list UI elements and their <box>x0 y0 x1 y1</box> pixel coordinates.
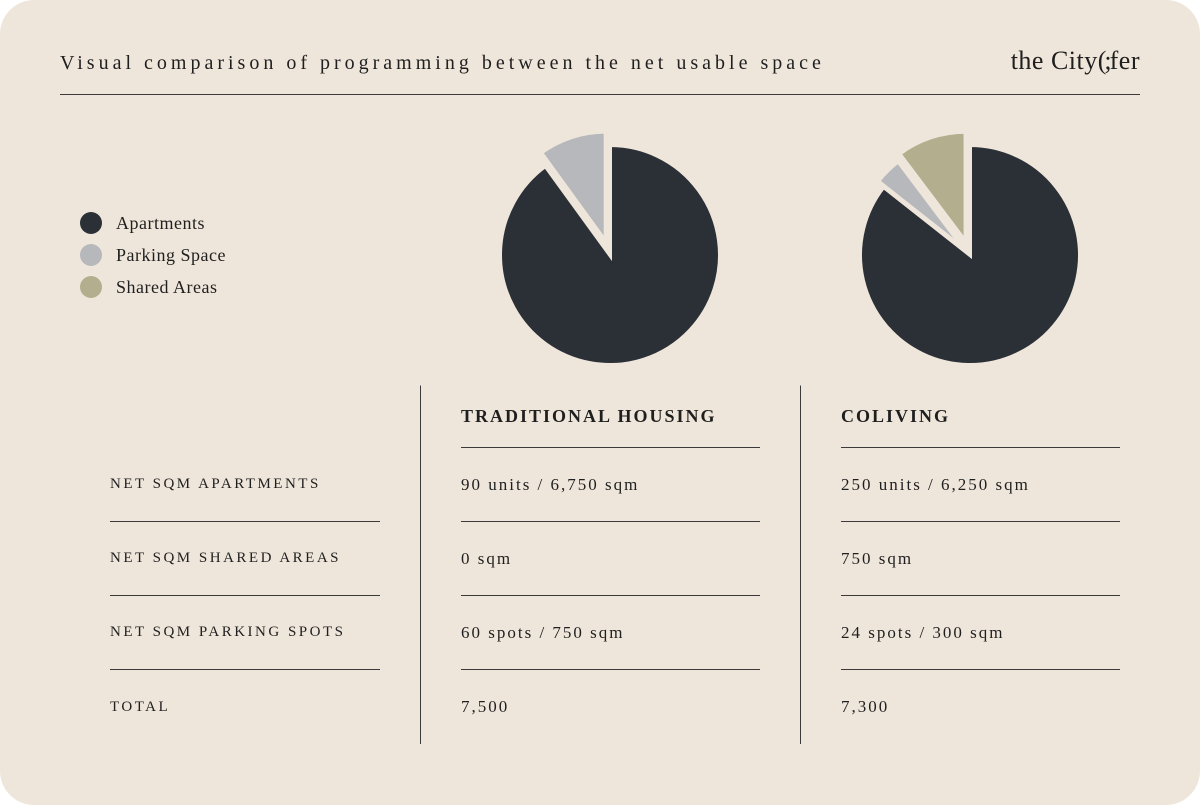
legend-item: Shared Areas <box>80 276 420 298</box>
table-cell: 24 spots / 300 sqm <box>841 596 1120 670</box>
table-header: COLIVING <box>841 386 1120 448</box>
table-row-label: TOTAL <box>110 670 380 744</box>
legend-swatch <box>80 244 102 266</box>
table-col-traditional: TRADITIONAL HOUSING90 units / 6,750 sqm0… <box>420 385 800 744</box>
table-col-labels: NET SQM APARTMENTSNET SQM SHARED AREASNE… <box>60 385 420 744</box>
pie-traditional <box>420 125 800 385</box>
legend-item: Parking Space <box>80 244 420 266</box>
table-cell: 60 spots / 750 sqm <box>461 596 760 670</box>
legend-label: Shared Areas <box>116 277 217 298</box>
table-col-coliving: COLIVING250 units / 6,250 sqm750 sqm24 s… <box>800 385 1140 744</box>
legend: Apartments Parking Space Shared Areas <box>60 125 420 385</box>
table-header <box>110 386 380 448</box>
content-grid: Apartments Parking Space Shared Areas NET … <box>60 125 1140 744</box>
table-cell: 250 units / 6,250 sqm <box>841 448 1120 522</box>
brand-suffix: fer <box>1110 46 1140 75</box>
table-header: TRADITIONAL HOUSING <box>461 386 760 448</box>
table-cell: 750 sqm <box>841 522 1120 596</box>
table-cell: 7,300 <box>841 670 1120 744</box>
infographic-card: Visual comparison of programming between… <box>0 0 1200 805</box>
header: Visual comparison of programming between… <box>60 46 1140 95</box>
table-cell: 0 sqm <box>461 522 760 596</box>
table-row-label: NET SQM SHARED AREAS <box>110 522 380 596</box>
brand-paren: (; <box>1098 46 1110 75</box>
table-row-label: NET SQM PARKING SPOTS <box>110 596 380 670</box>
table-row-label: NET SQM APARTMENTS <box>110 448 380 522</box>
legend-label: Apartments <box>116 213 205 234</box>
legend-item: Apartments <box>80 212 420 234</box>
brand-prefix: the City <box>1011 46 1098 75</box>
table-cell: 90 units / 6,750 sqm <box>461 448 760 522</box>
page-title: Visual comparison of programming between… <box>60 52 825 75</box>
legend-label: Parking Space <box>116 245 226 266</box>
pie-coliving <box>800 125 1140 385</box>
legend-swatch <box>80 276 102 298</box>
pie-slice-apartments <box>500 145 720 365</box>
brand-logo: the City(;fer <box>1011 46 1140 76</box>
legend-swatch <box>80 212 102 234</box>
table-cell: 7,500 <box>461 670 760 744</box>
